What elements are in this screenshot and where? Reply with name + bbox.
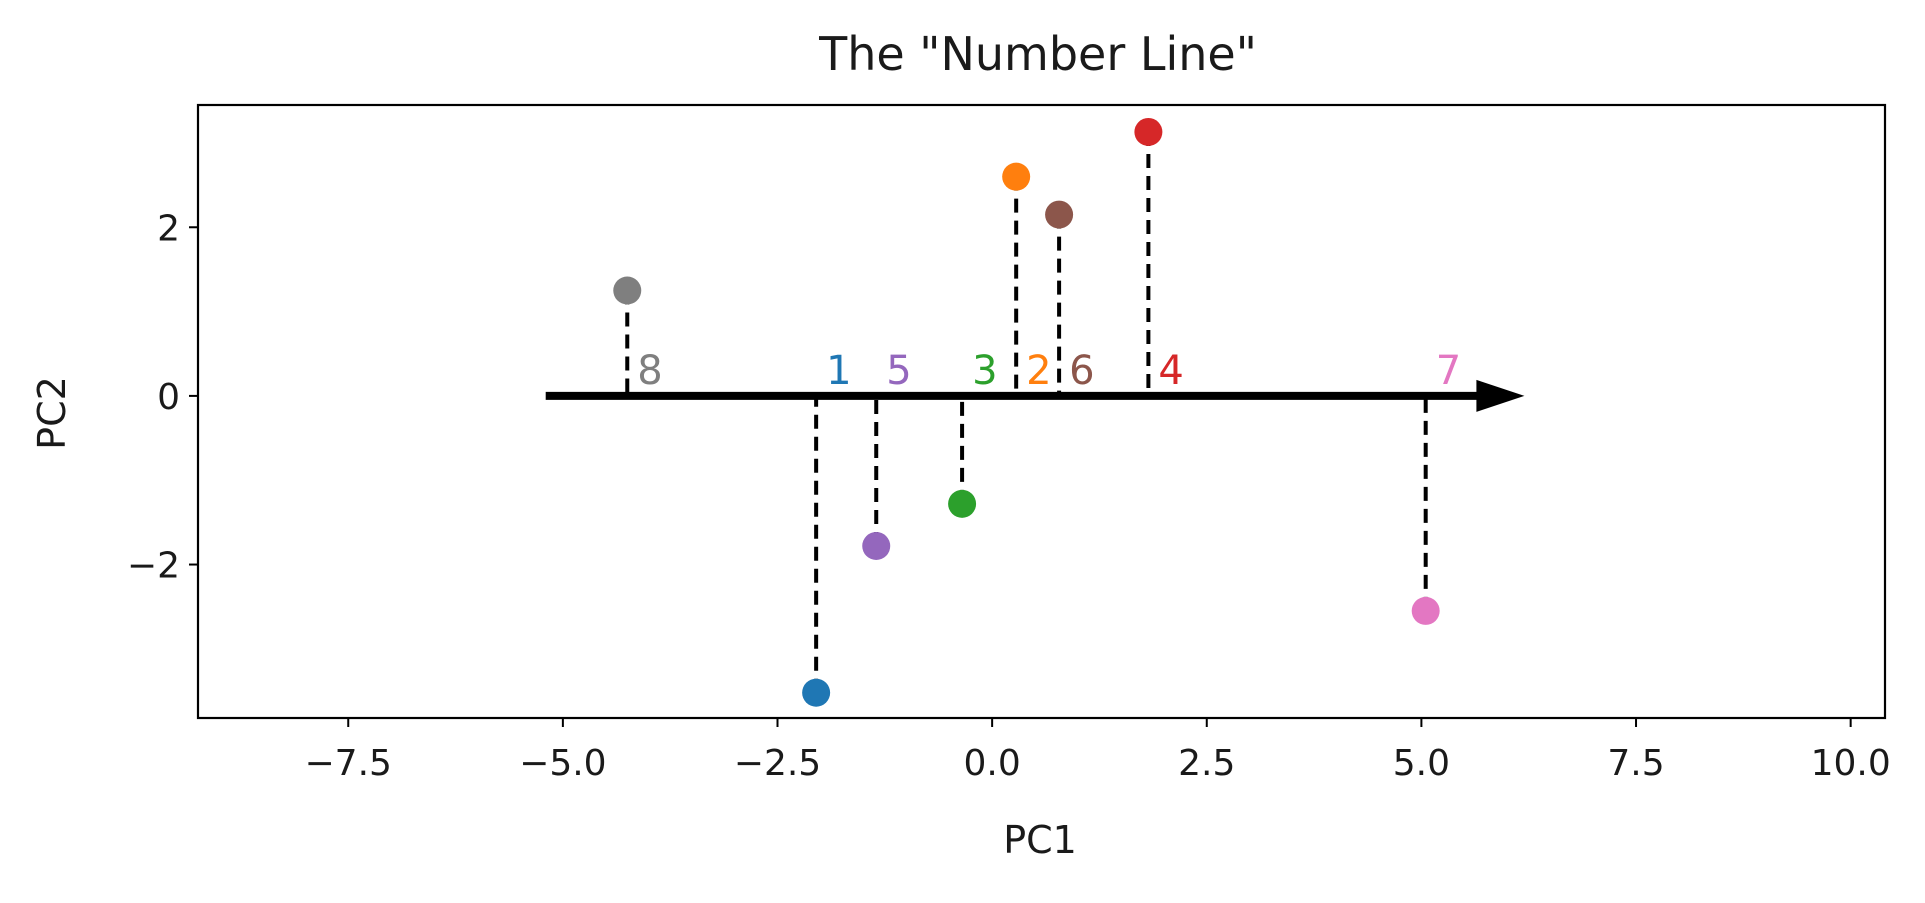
x-tick-label: 10.0 <box>1811 743 1891 784</box>
data-point <box>1045 200 1074 229</box>
x-tick-label: −2.5 <box>734 743 821 784</box>
point-label: 3 <box>972 348 997 394</box>
data-point <box>862 531 891 560</box>
data-point <box>1411 596 1440 625</box>
point-label: 5 <box>886 348 911 394</box>
data-point <box>948 489 977 518</box>
chart-title: The "Number Line" <box>818 27 1257 81</box>
data-point <box>1134 117 1163 146</box>
x-tick-label: 5.0 <box>1393 743 1450 784</box>
point-label: 1 <box>826 348 851 394</box>
x-tick-label: −7.5 <box>305 743 392 784</box>
y-axis-label: PC2 <box>30 376 74 450</box>
x-axis-label: PC1 <box>1003 818 1077 862</box>
y-tick-label: −2 <box>127 546 180 587</box>
number-line-arrowhead <box>1476 379 1525 412</box>
x-tick-label: 2.5 <box>1178 743 1235 784</box>
data-point <box>1002 162 1031 191</box>
point-label: 7 <box>1436 348 1461 394</box>
data-point <box>613 276 642 305</box>
x-tick-label: 0.0 <box>964 743 1021 784</box>
x-tick-label: −5.0 <box>519 743 606 784</box>
point-label: 6 <box>1069 348 1094 394</box>
y-tick-label: 0 <box>157 377 180 418</box>
plot-frame <box>196 103 1887 720</box>
point-label: 4 <box>1158 348 1183 394</box>
point-label: 2 <box>1026 348 1051 394</box>
data-point <box>802 678 831 707</box>
x-tick-label: 7.5 <box>1607 743 1664 784</box>
y-tick-label: 2 <box>157 208 180 249</box>
point-label: 8 <box>637 348 662 394</box>
